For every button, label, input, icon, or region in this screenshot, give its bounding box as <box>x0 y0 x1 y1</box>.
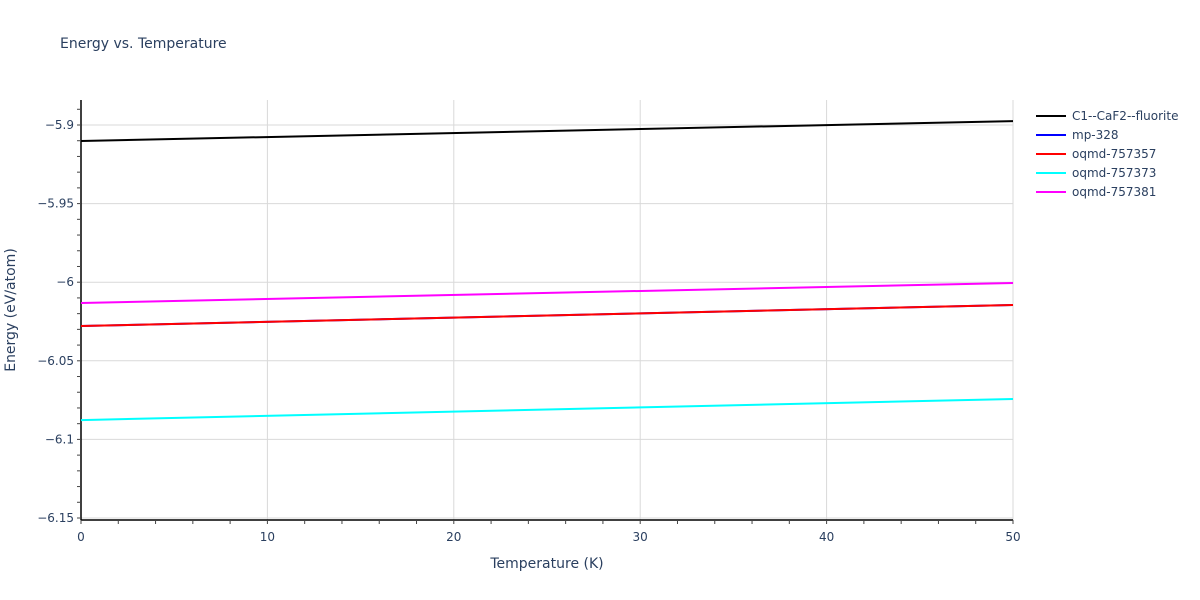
y-tick-label: −5.9 <box>45 118 74 132</box>
legend-item[interactable]: oqmd-757381 <box>1036 182 1178 201</box>
legend-swatch-icon <box>1036 114 1066 117</box>
legend-label: oqmd-757373 <box>1072 165 1157 180</box>
legend-swatch-icon <box>1036 133 1066 136</box>
x-axis-title: Temperature (K) <box>489 556 603 572</box>
x-tick-label: 30 <box>633 530 648 544</box>
legend-item[interactable]: oqmd-757357 <box>1036 144 1178 163</box>
y-axis-title: Energy (eV/atom) <box>3 248 19 372</box>
y-tick-label: −6 <box>56 275 74 289</box>
chart-title: Energy vs. Temperature <box>60 36 227 52</box>
legend-swatch-icon <box>1036 171 1066 174</box>
axes <box>77 100 1014 524</box>
legend-item[interactable]: oqmd-757373 <box>1036 163 1178 182</box>
gridlines <box>81 100 1014 520</box>
x-tick-label: 10 <box>260 530 275 544</box>
legend-label: mp-328 <box>1072 127 1119 142</box>
y-tick-label: −6.1 <box>45 432 74 446</box>
x-tick-label: 0 <box>77 530 85 544</box>
y-tick-label: −5.95 <box>37 197 74 211</box>
series-lines <box>80 120 1014 422</box>
tick-labels: 0 10 20 30 40 50 −5.9 −5.95 −6 −6.05 −6.1 −6.15 <box>37 118 1020 544</box>
legend: C1--CaF2--fluorite mp-328 oqmd-757357 oqmd-… <box>1036 106 1178 201</box>
legend-swatch-icon <box>1036 152 1066 155</box>
legend-label: oqmd-757381 <box>1072 184 1157 199</box>
series-line <box>80 120 1014 143</box>
y-tick-label: −6.15 <box>37 511 74 525</box>
series-line <box>80 303 1014 328</box>
x-tick-label: 50 <box>1005 530 1020 544</box>
legend-swatch-icon <box>1036 190 1066 193</box>
legend-label: oqmd-757357 <box>1072 146 1157 161</box>
series-line <box>80 397 1014 422</box>
x-tick-label: 40 <box>819 530 834 544</box>
legend-item[interactable]: mp-328 <box>1036 125 1178 144</box>
legend-label: C1--CaF2--fluorite <box>1072 108 1179 123</box>
x-tick-label: 20 <box>446 530 461 544</box>
legend-item[interactable]: C1--CaF2--fluorite <box>1036 106 1178 125</box>
series-line <box>80 281 1014 304</box>
y-tick-label: −6.05 <box>37 354 74 368</box>
